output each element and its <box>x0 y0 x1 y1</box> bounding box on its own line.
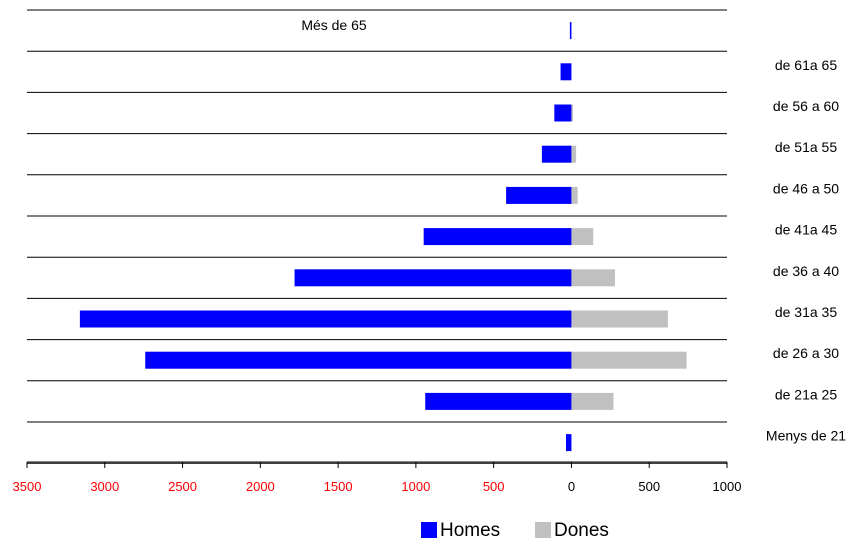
legend-swatch-dones <box>535 522 551 538</box>
bar-dones <box>571 392 614 410</box>
category-label: de 61a 65 <box>775 57 837 73</box>
bar-dones <box>571 145 577 163</box>
bar-homes <box>569 22 572 40</box>
bar-homes <box>423 228 572 246</box>
x-tick-label: 2000 <box>246 479 275 494</box>
legend-label-homes: Homes <box>440 520 500 541</box>
legend-label-dones: Dones <box>554 520 609 541</box>
bar-dones <box>571 351 687 369</box>
category-label: Menys de 21 <box>766 428 846 444</box>
x-tick-label: 2500 <box>168 479 197 494</box>
x-tick-label: 3500 <box>13 479 42 494</box>
x-tick-label: 500 <box>638 479 660 494</box>
bar-homes <box>560 63 572 81</box>
bars <box>79 22 687 452</box>
x-axis: 3500 3000 2500 2000 1500 1000 500 0 500 1000 <box>13 461 742 494</box>
x-tick-label: 3000 <box>90 479 119 494</box>
x-tick-label: 1000 <box>401 479 430 494</box>
category-label: de 46 a 50 <box>773 180 839 196</box>
x-tick-label: 500 <box>483 479 505 494</box>
grid-lines <box>27 9 727 464</box>
bar-homes <box>506 186 572 204</box>
x-tick-label: 1000 <box>713 479 742 494</box>
bar-homes <box>541 145 572 163</box>
category-label: de 41a 45 <box>775 222 837 238</box>
bar-homes <box>425 392 572 410</box>
category-label: de 51a 55 <box>775 139 837 155</box>
category-label: de 31a 35 <box>775 304 837 320</box>
legend: Homes Dones <box>421 520 609 541</box>
category-labels: Menys de 21 de 21a 25 de 26 a 30 de 31a 35 d… <box>301 17 846 444</box>
legend-swatch-homes <box>421 522 437 538</box>
x-tick-label: 1500 <box>324 479 353 494</box>
category-label: Més de 65 <box>301 17 367 33</box>
bar-homes <box>145 351 572 369</box>
bar-dones <box>571 269 615 287</box>
bar-homes <box>79 310 572 328</box>
bar-dones <box>571 186 578 204</box>
bar-dones <box>571 228 594 246</box>
x-tick-label: 0 <box>568 479 575 494</box>
bar-homes <box>554 104 572 122</box>
bar-dones <box>571 310 668 328</box>
category-label: de 26 a 30 <box>773 345 839 361</box>
category-label: de 21a 25 <box>775 386 837 402</box>
bar-dones <box>571 104 573 122</box>
category-label: de 36 a 40 <box>773 263 839 279</box>
category-label: de 56 a 60 <box>773 98 839 114</box>
bar-homes <box>294 269 572 287</box>
bar-homes <box>566 434 572 452</box>
